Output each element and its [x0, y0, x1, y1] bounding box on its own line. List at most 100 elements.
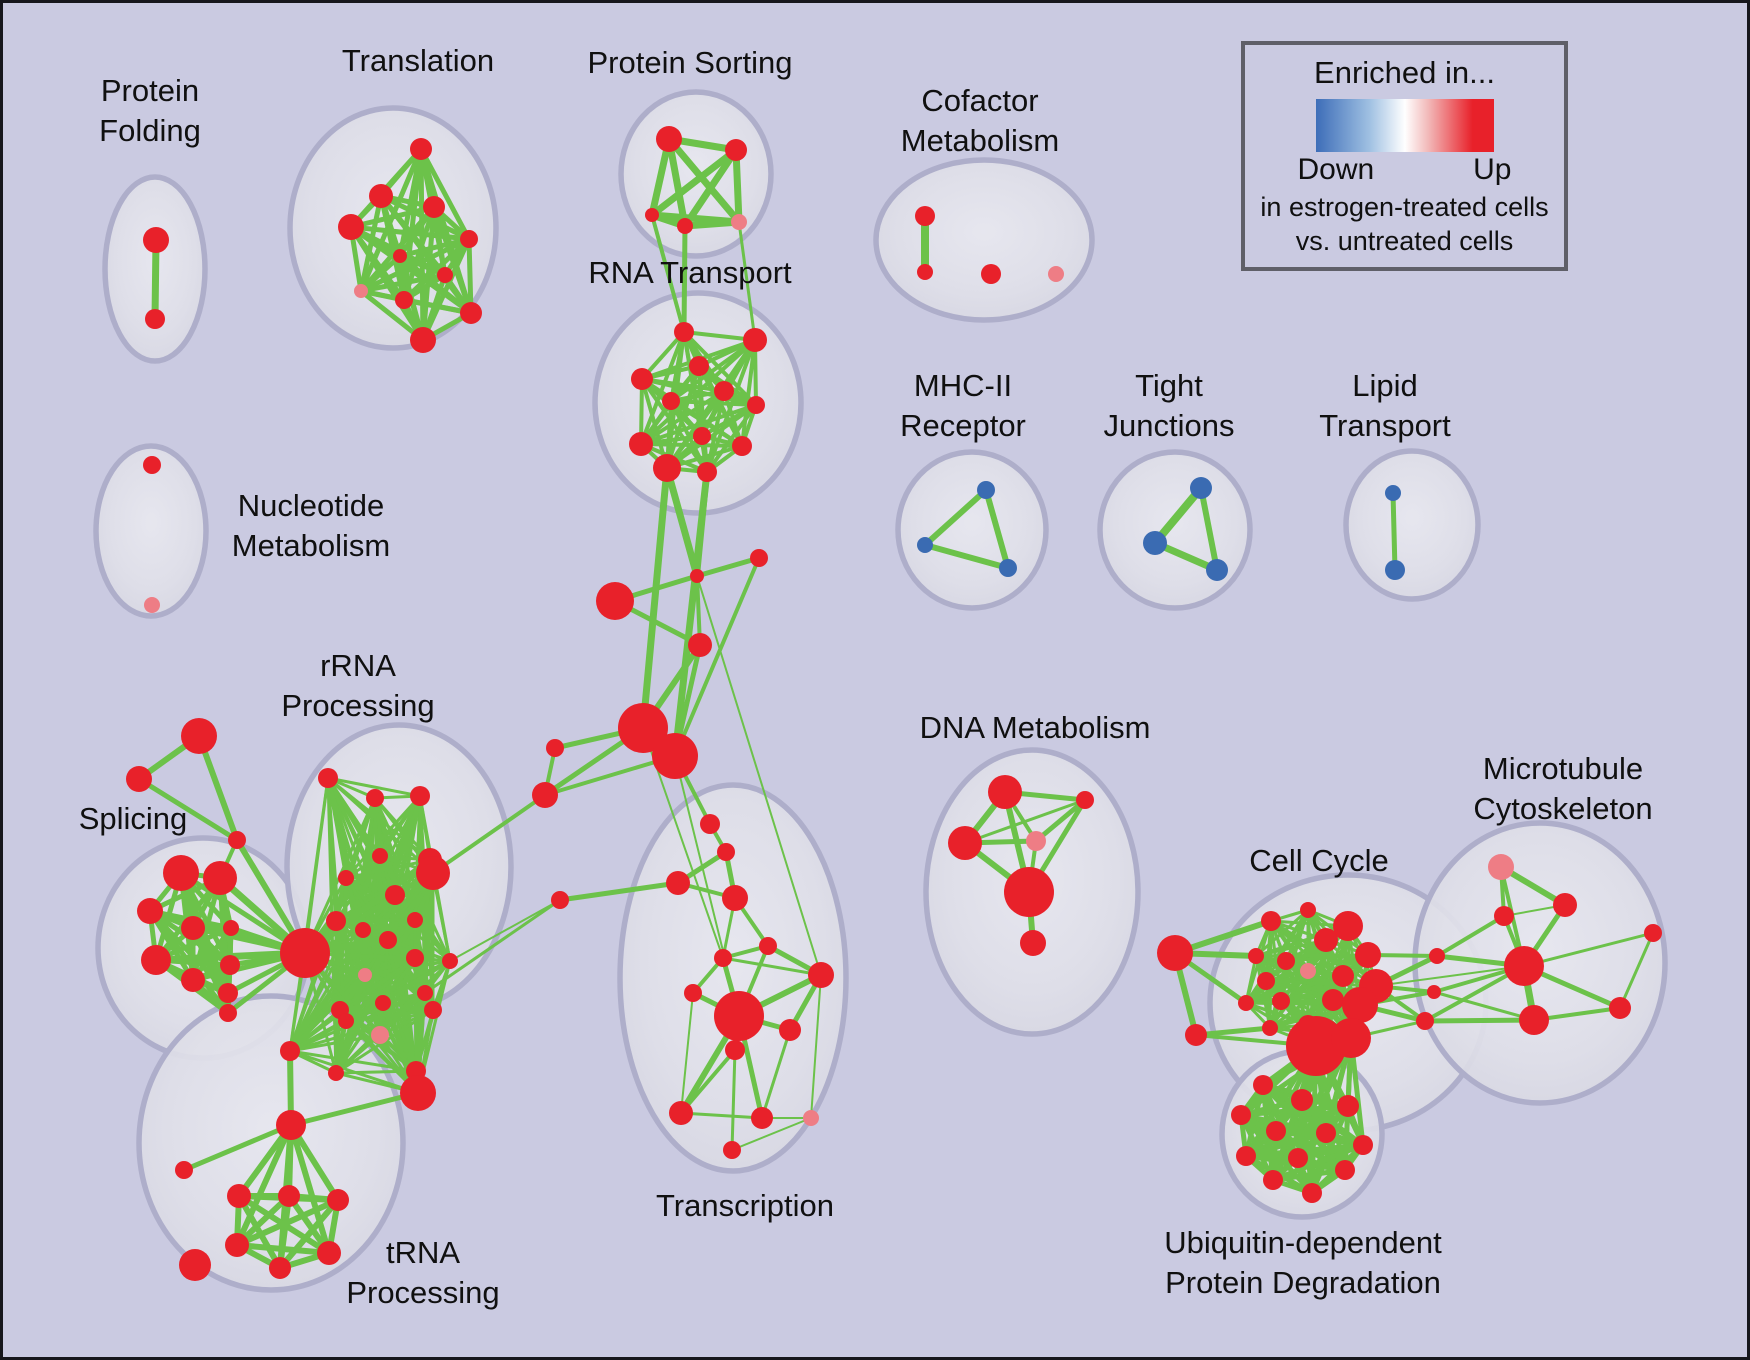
- network-edge: [922, 487, 989, 548]
- network-edge: [740, 338, 757, 448]
- network-node-u8: [1236, 1146, 1256, 1166]
- network-node-u9: [1288, 1148, 1308, 1168]
- cluster-label-mhc-ii-receptor: MHC-II: [914, 368, 1012, 403]
- network-node-s7: [220, 955, 240, 975]
- network-node-u5: [1266, 1121, 1286, 1141]
- network-edge: [348, 204, 437, 230]
- network-node-u2: [1291, 1089, 1313, 1111]
- network-node-r18: [442, 953, 458, 969]
- network-edge: [983, 487, 1011, 571]
- network-edge: [665, 135, 743, 226]
- cluster-label-ubiquitin-dependent-protein-degradation: Ubiquitin-dependent: [1164, 1225, 1442, 1260]
- network-edge: [344, 858, 432, 880]
- network-node-r2: [366, 789, 384, 807]
- network-edge: [288, 1033, 382, 1053]
- network-node-lp1: [1385, 485, 1401, 501]
- network-node-x9: [803, 1110, 819, 1126]
- network-edge: [302, 857, 433, 956]
- network-node-cbig: [1157, 935, 1193, 971]
- network-node-d3: [948, 826, 982, 860]
- network-edge: [334, 1033, 382, 1075]
- cluster-label-nucleotide-metabolism: Metabolism: [232, 528, 391, 563]
- network-node-mh1: [977, 481, 995, 499]
- network-edge: [344, 1008, 435, 1023]
- network-node-r13: [358, 968, 372, 982]
- network-node-u7: [1353, 1135, 1373, 1155]
- network-edge: [1390, 490, 1398, 573]
- network-node-c9: [1355, 942, 1381, 968]
- cluster-label-splicing: Splicing: [79, 801, 188, 836]
- network-node-c14: [1322, 989, 1344, 1011]
- network-node-x7: [669, 1101, 693, 1125]
- network-node-t6: [393, 249, 407, 263]
- network-edge: [639, 389, 726, 446]
- network-node-tn1: [227, 1184, 251, 1208]
- network-node-r6: [338, 870, 354, 886]
- network-edge: [1254, 908, 1310, 958]
- network-edge: [557, 880, 681, 903]
- cluster-label-transcription: Transcription: [656, 1188, 834, 1223]
- network-node-lp2: [1385, 560, 1405, 580]
- network-node-ch1: [690, 569, 704, 583]
- network-node-t9: [395, 291, 413, 309]
- cluster-label-protein-folding: Protein: [101, 73, 199, 108]
- network-edge: [196, 733, 240, 843]
- network-node-tcL: [551, 891, 569, 909]
- network-node-s2: [203, 861, 237, 895]
- network-edge: [639, 330, 686, 446]
- network-edge: [640, 377, 709, 474]
- legend-caption-line1: in estrogen-treated cells: [1260, 192, 1549, 222]
- network-node-th: [276, 1110, 306, 1140]
- network-node-rn5: [662, 392, 680, 410]
- network-edge: [234, 1122, 294, 1248]
- network-node-s8: [181, 968, 205, 992]
- network-node-r4: [372, 848, 388, 864]
- network-node-c8: [1332, 965, 1354, 987]
- network-node-mth: [1504, 946, 1544, 986]
- cluster-label-protein-sorting: Protein Sorting: [587, 45, 792, 80]
- network-edge: [334, 1019, 348, 1075]
- network-edge: [694, 555, 762, 579]
- network-node-u1: [1253, 1075, 1273, 1095]
- network-node-m3: [1494, 906, 1514, 926]
- network-edge: [737, 220, 757, 342]
- network-node-r22: [371, 1026, 389, 1044]
- cluster-label-microtubule-cytoskeleton: Microtubule: [1483, 751, 1643, 786]
- network-node-st1: [181, 718, 217, 754]
- network-edge: [334, 1069, 418, 1075]
- cluster-label-cell-cycle: Cell Cycle: [1249, 843, 1389, 878]
- network-node-t8: [354, 284, 368, 298]
- network-node-r17: [417, 985, 433, 1001]
- legend-down-label: Down: [1297, 153, 1375, 186]
- network-edge: [277, 1197, 341, 1271]
- network-edge: [181, 1122, 294, 1173]
- cluster-label-trna-processing: tRNA: [386, 1235, 460, 1270]
- network-edge: [1618, 931, 1655, 1010]
- network-edge: [1198, 485, 1220, 573]
- network-node-rh: [280, 928, 330, 978]
- network-node-t10: [460, 302, 482, 324]
- network-node-cf4: [1048, 266, 1064, 282]
- legend-up-label: Up: [1473, 153, 1512, 186]
- network-node-k2: [1427, 985, 1441, 999]
- network-edge: [963, 798, 1087, 845]
- network-node-cf3: [981, 264, 1001, 284]
- network-node-r9: [326, 911, 346, 931]
- cluster-label-tight-junctions: Tight: [1135, 368, 1203, 403]
- network-edge: [673, 556, 761, 758]
- cluster-label-microtubule-cytoskeleton: Cytoskeleton: [1473, 791, 1652, 826]
- network-node-x3: [684, 984, 702, 1002]
- network-edge: [420, 204, 437, 343]
- legend: Enriched in... Down Up in estrogen-treat…: [1241, 41, 1568, 271]
- network-node-ch4: [688, 633, 712, 657]
- network-edge: [731, 1117, 812, 1151]
- network-node-rn1: [674, 322, 694, 342]
- network-node-r12: [379, 931, 397, 949]
- cluster-ellipse-nucleotide-metabolism: [93, 443, 209, 619]
- network-edge: [413, 918, 452, 963]
- network-node-s1: [163, 855, 199, 891]
- network-edge: [681, 218, 743, 230]
- network-node-chL1: [546, 739, 564, 757]
- network-edge: [423, 898, 562, 995]
- network-node-s10: [219, 1004, 237, 1022]
